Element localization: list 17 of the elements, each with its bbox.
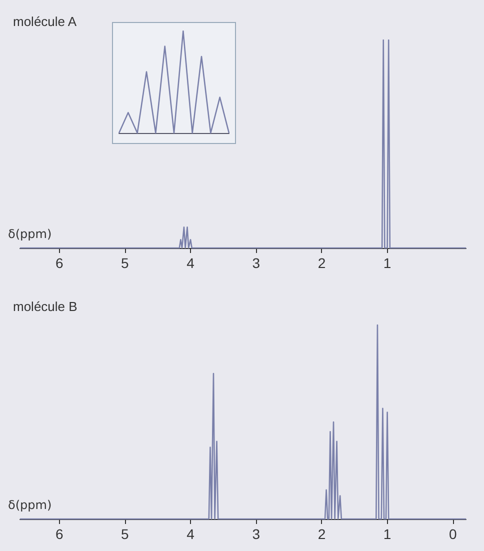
x-tick-label: 5 [121, 255, 130, 271]
x-tick-label: 1 [383, 255, 392, 271]
x-tick-label: 3 [252, 526, 260, 542]
x-tick-label: 4 [186, 255, 195, 271]
x-axis-title: δ(ppm) [8, 227, 52, 241]
x-tick-label: 2 [318, 255, 326, 271]
x-tick-label: 5 [121, 526, 130, 542]
chart-title: molécule A [13, 14, 77, 29]
chart-title: molécule B [13, 299, 78, 314]
x-tick-label: 4 [186, 526, 195, 542]
x-tick-label: 6 [55, 526, 64, 542]
x-axis-title: δ(ppm) [8, 498, 52, 512]
x-tick-label: 3 [252, 255, 260, 271]
x-tick-label: 6 [55, 255, 64, 271]
x-tick-label: 2 [318, 526, 326, 542]
x-tick-label: 1 [383, 526, 392, 542]
x-tick-label: 0 [448, 526, 457, 542]
